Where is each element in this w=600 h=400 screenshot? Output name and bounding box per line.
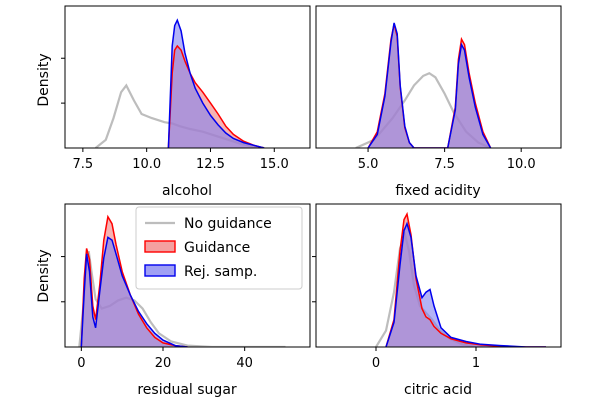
- xtick-label-alcohol-2: 12.5: [196, 157, 225, 172]
- xtick-label-alcohol-1: 10.0: [132, 157, 161, 172]
- series-line-rej-samp-residual_sugar: [80, 236, 188, 347]
- series-fill-rej-samp-citric_acid: [386, 223, 546, 347]
- legend-frame: [135, 206, 303, 290]
- xtick-label-residual_sugar-0: 0: [77, 356, 85, 371]
- legend-swatch-rej-samp: [144, 264, 176, 277]
- axes-frame-fixed_acidity: [315, 5, 562, 149]
- ylabel-alcohol: Density: [36, 53, 52, 106]
- panel-alcohol: Density alcohol 7.5 10.0 12.5 15.0: [36, 5, 311, 199]
- series-line-guidance-residual_sugar: [80, 214, 188, 347]
- legend: No guidance Guidance Rej. samp.: [135, 206, 303, 290]
- legend-label-guidance: Guidance: [184, 240, 250, 256]
- xlabel-citric-acid: citric acid: [404, 382, 472, 398]
- plot-area-residual_sugar: [78, 214, 286, 347]
- axes-frame-residual_sugar: [64, 203, 311, 348]
- panel-citric-acid: citric acid 0 1: [312, 203, 562, 398]
- xtick-label-residual_sugar-2: 40: [236, 356, 253, 371]
- xtick-label-citric_acid-0: 0: [372, 356, 380, 371]
- xlabel-residual-sugar: residual sugar: [137, 382, 237, 398]
- plot-area-citric_acid: [375, 211, 546, 347]
- series-line-guidance-alcohol: [167, 44, 265, 148]
- legend-label-no-guidance: No guidance: [184, 216, 272, 232]
- series-fill-rej-samp-residual_sugar: [81, 237, 188, 347]
- series-line-rej-samp-citric_acid: [385, 221, 546, 347]
- plot-area-alcohol: [94, 18, 265, 148]
- xlabel-alcohol: alcohol: [162, 183, 212, 199]
- axes-frame-citric_acid: [315, 203, 562, 348]
- legend-label-rej-samp: Rej. samp.: [184, 264, 257, 280]
- panel-residual-sugar: Density residual sugar 0 20 40: [36, 203, 311, 398]
- xtick-label-alcohol-0: 7.5: [73, 157, 94, 172]
- series-line-rej-samp-alcohol: [167, 18, 265, 148]
- xlabel-fixed-acidity: fixed acidity: [395, 183, 480, 199]
- axes-frame-alcohol: [64, 5, 311, 149]
- series-line-rej-samp-fixed_acidity: [367, 22, 492, 148]
- ylabel-residual-sugar: Density: [36, 249, 52, 302]
- xtick-label-citric_acid-1: 1: [472, 356, 480, 371]
- xtick-label-residual_sugar-1: 20: [155, 356, 172, 371]
- series-fill-rej-samp-alcohol: [168, 20, 265, 148]
- xtick-label-fixed_acidity-1: 7.5: [434, 157, 455, 172]
- xtick-label-fixed_acidity-2: 10.0: [507, 157, 536, 172]
- panel-fixed-acidity: fixed acidity 5.0 7.5 10.0: [315, 5, 562, 199]
- xtick-label-fixed_acidity-0: 5.0: [358, 157, 379, 172]
- legend-swatch-guidance: [144, 240, 176, 253]
- xtick-label-alcohol-3: 15.0: [260, 157, 289, 172]
- plot-area-fixed_acidity: [355, 22, 492, 148]
